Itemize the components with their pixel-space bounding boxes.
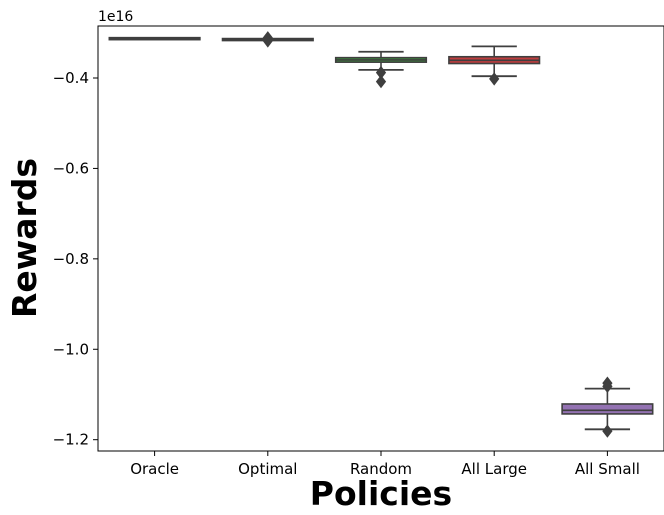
x-tick-label: All Large bbox=[461, 460, 527, 478]
y-tick-label: −0.8 bbox=[53, 250, 89, 268]
outlier-marker bbox=[262, 34, 273, 48]
x-axis: Oracle Optimal Random All Large All Small bbox=[130, 451, 640, 478]
x-axis-title: Policies bbox=[310, 474, 452, 513]
x-tick-label: Oracle bbox=[130, 460, 179, 478]
outlier-marker bbox=[375, 74, 387, 89]
y-tick-label: −0.6 bbox=[53, 159, 89, 177]
box-all-large bbox=[448, 45, 541, 86]
box-oracle bbox=[108, 36, 201, 41]
boxes-layer bbox=[108, 31, 654, 438]
box-random bbox=[334, 50, 428, 89]
x-tick-label: Optimal bbox=[238, 460, 297, 478]
y-tick-label: −1.0 bbox=[53, 340, 89, 358]
outlier-marker bbox=[489, 72, 500, 86]
outlier-marker bbox=[602, 379, 613, 394]
plot-area-frame bbox=[97, 25, 664, 452]
x-tick-label: Random bbox=[350, 460, 412, 478]
y-axis-title: Rewards bbox=[5, 158, 44, 318]
box-optimal bbox=[221, 31, 314, 48]
x-tick-label: All Small bbox=[575, 460, 640, 478]
y-offset-label: 1e16 bbox=[98, 9, 133, 25]
box-all-small bbox=[561, 376, 654, 438]
y-tick-label: −1.2 bbox=[53, 431, 89, 449]
y-tick-label: −0.4 bbox=[53, 69, 89, 87]
box-body bbox=[561, 403, 654, 415]
outlier-marker bbox=[602, 424, 613, 438]
y-axis: −0.4 −0.6 −0.8 −1.0 −1.2 bbox=[53, 69, 98, 449]
